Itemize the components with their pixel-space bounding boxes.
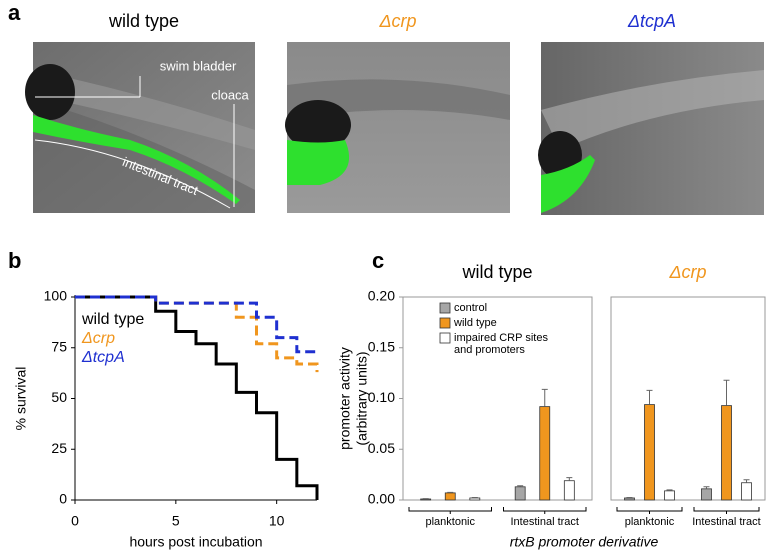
- x-tick-label: Intestinal tract: [692, 516, 760, 528]
- x-tick-label: Intestinal tract: [511, 516, 579, 528]
- panel-label: a: [8, 0, 21, 25]
- legend-label: wild type: [454, 317, 554, 329]
- error-bar: [566, 478, 572, 481]
- error-bar-line: [626, 497, 632, 498]
- group-brace: [504, 507, 587, 514]
- error-bar-line: [744, 480, 750, 483]
- error-bar-line: [472, 497, 478, 498]
- bar: [515, 487, 525, 500]
- y-tick-label: 0.15: [368, 338, 395, 354]
- group-brace: [617, 507, 682, 514]
- legend-label: impaired CRP sites and promoters: [454, 332, 554, 356]
- legend-item: impaired CRP sites and promoters: [454, 332, 579, 362]
- panel-label: c: [372, 248, 384, 273]
- error-bar-line: [566, 478, 572, 481]
- bar: [722, 406, 732, 500]
- bar: [540, 407, 550, 500]
- bar: [665, 491, 675, 500]
- legend-swatch: [440, 318, 450, 328]
- x-axis-label: hours post incubation: [129, 534, 262, 550]
- bar: [645, 405, 655, 500]
- error-bar: [647, 390, 653, 404]
- bar: [564, 481, 574, 500]
- micrograph: [285, 42, 510, 213]
- legend-label: control: [454, 302, 554, 314]
- bar: [445, 493, 455, 500]
- error-bar-line: [724, 380, 730, 405]
- error-bar: [447, 492, 453, 493]
- legend-label: ΔtcpA: [81, 349, 125, 366]
- y-tick-label: 0.10: [368, 389, 395, 405]
- error-bar: [744, 480, 750, 483]
- chart-title: wild type: [461, 262, 532, 282]
- micrograph: [538, 42, 764, 215]
- bar: [701, 489, 711, 500]
- image-title: wild type: [108, 11, 179, 31]
- bar: [742, 483, 752, 500]
- error-bar: [472, 497, 478, 498]
- error-bar: [626, 497, 632, 498]
- y-axis-label: % survival: [13, 367, 29, 431]
- x-axis-label: rtxB promoter derivative: [510, 534, 659, 550]
- legend-swatch: [440, 333, 450, 343]
- bar: [470, 498, 480, 500]
- y-tick-label: 0.00: [368, 491, 395, 507]
- y-tick-label: 0: [59, 491, 67, 507]
- x-tick-label: 0: [71, 513, 79, 529]
- legend-swatch: [440, 303, 450, 313]
- bar: [624, 498, 634, 500]
- error-bar-line: [647, 390, 653, 404]
- legend-label: Δcrp: [81, 330, 115, 347]
- y-tick-label: 50: [51, 389, 67, 405]
- group-brace: [694, 507, 759, 514]
- annotation: swim bladder: [160, 58, 237, 73]
- x-tick-label: planktonic: [625, 516, 675, 528]
- chart-title: Δcrp: [668, 262, 706, 282]
- panel-label: b: [8, 248, 21, 273]
- error-bar: [542, 389, 548, 406]
- error-bar: [724, 380, 730, 405]
- x-tick-label: planktonic: [425, 516, 475, 528]
- x-tick-label: 10: [269, 513, 285, 529]
- error-bar-line: [542, 389, 548, 406]
- error-bar-line: [447, 492, 453, 493]
- annotation: cloaca: [211, 87, 249, 102]
- plot-frame: [611, 297, 765, 500]
- image-title: ΔtcpA: [627, 11, 676, 31]
- image-title: Δcrp: [378, 11, 416, 31]
- y-axis-label: (arbitrary units): [354, 351, 370, 445]
- y-tick-label: 100: [44, 288, 68, 304]
- y-tick-label: 0.20: [368, 288, 395, 304]
- y-axis-label: promoter activity: [337, 347, 353, 450]
- x-tick-label: 5: [172, 513, 180, 529]
- group-brace: [409, 507, 492, 514]
- legend-label: wild type: [81, 311, 144, 328]
- y-tick-label: 0.05: [368, 440, 395, 456]
- y-tick-label: 75: [51, 338, 67, 354]
- y-tick-label: 25: [51, 440, 67, 456]
